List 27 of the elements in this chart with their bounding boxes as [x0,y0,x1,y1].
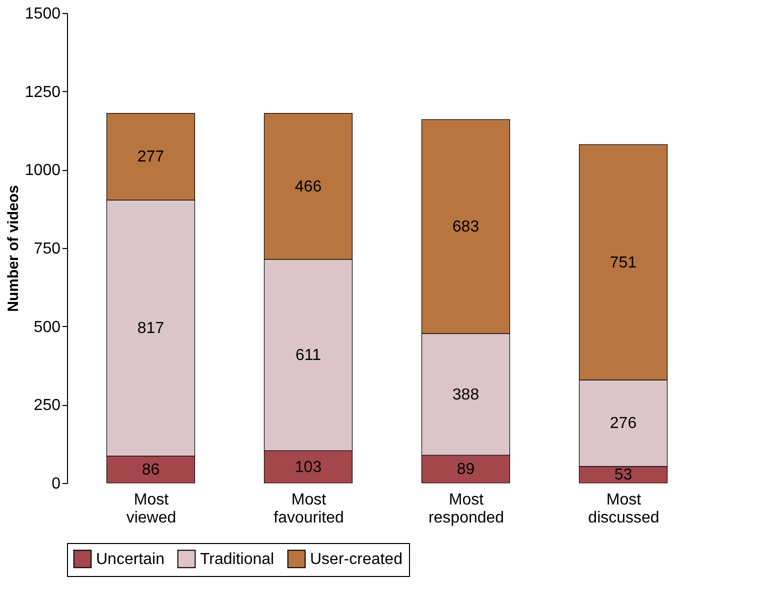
y-tick-label: 750 [34,240,61,258]
data-label: 817 [137,320,164,338]
legend-label: Traditional [200,550,274,568]
y-tick-label: 1500 [24,6,61,22]
y-axis-title: Number of videos [4,185,22,312]
y-tick-label: 1250 [24,84,61,101]
data-label: 683 [452,218,480,236]
data-label: 86 [142,462,160,479]
data-label: 388 [452,386,480,404]
data-label: 751 [610,254,637,272]
y-tick-label: 500 [34,318,61,336]
data-label: 103 [294,458,322,476]
x-tick-label: Most responded [428,492,504,526]
y-tick-label: 250 [34,397,61,414]
data-label: 277 [137,148,164,166]
x-tick-label: Most discussed [588,492,660,526]
data-label: 611 [295,347,322,364]
data-label: 276 [610,415,637,432]
y-tick-label: 1000 [24,162,61,180]
data-label: 89 [456,461,475,478]
x-tick-label: Most favourited [274,492,344,526]
x-tick-label: Most viewed [126,492,176,526]
y-tick-label: 0 [52,476,61,492]
data-label: 466 [294,178,322,196]
data-label: 53 [614,466,632,484]
legend-label: User-created [310,550,402,568]
legend-label: Uncertain [96,550,164,568]
